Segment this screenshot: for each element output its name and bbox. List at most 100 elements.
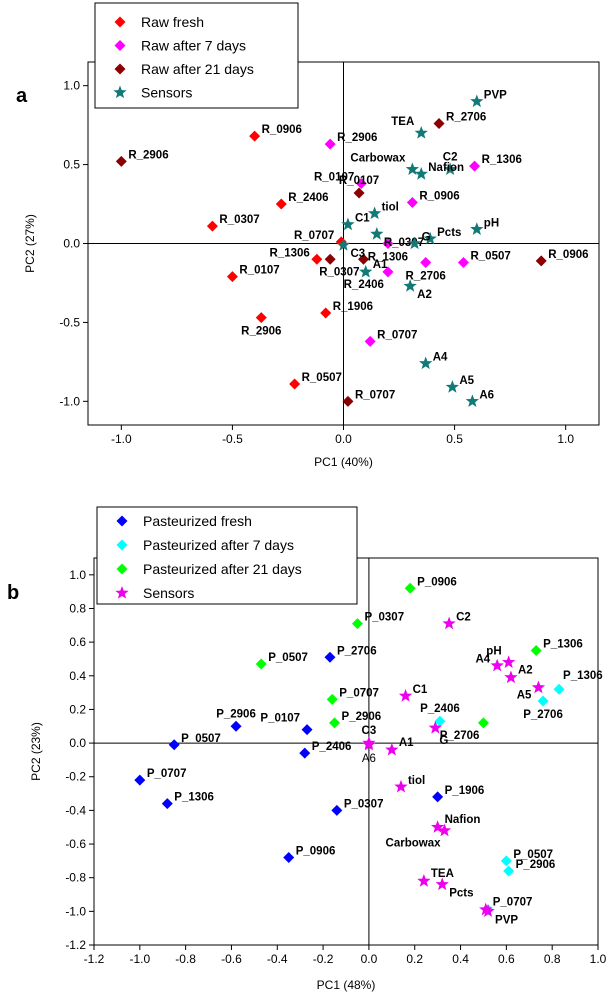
- data-point: [407, 236, 422, 250]
- data-point: [553, 683, 565, 695]
- point-label: P_0707: [493, 897, 533, 909]
- data-point: [437, 823, 452, 837]
- x-tick-label: 0.0: [335, 432, 352, 446]
- point-label: R_0906: [419, 190, 459, 202]
- point-label: R_1306: [270, 247, 310, 259]
- point-label: R_1306: [368, 252, 408, 264]
- point-label: R_1306: [482, 154, 522, 166]
- data-point: [341, 217, 355, 231]
- data-point: [336, 238, 351, 251]
- y-tick-label: 0.6: [69, 635, 86, 649]
- data-point: [405, 162, 420, 175]
- panel-letter: a: [16, 85, 28, 107]
- data-point: [301, 724, 313, 736]
- point-label: R_0707: [294, 230, 334, 242]
- legend: Pasteurized fresh Pasteurized after 7 day…: [96, 506, 358, 605]
- y-tick-label: 0.4: [69, 669, 86, 683]
- y-tick-label: 0.0: [69, 736, 86, 750]
- point-label: R_0107: [314, 172, 354, 184]
- point-label: R_0107: [239, 265, 279, 277]
- point-label: P_2706: [440, 730, 480, 742]
- point-label: P_0307: [344, 798, 384, 810]
- data-point: [530, 645, 542, 657]
- point-label: tiol: [382, 202, 399, 214]
- point-label: P_2706: [337, 645, 377, 657]
- y-tick-label: 0.8: [69, 601, 86, 615]
- legend-marker: [114, 16, 126, 28]
- point-label: pH: [486, 645, 501, 657]
- y-tick-label: 1.0: [63, 79, 80, 93]
- point-label: A2: [417, 289, 432, 301]
- point-label: R_2906: [241, 326, 281, 338]
- data-point: [428, 720, 442, 734]
- data-point: [419, 356, 433, 370]
- point-label: R_0307: [219, 214, 259, 226]
- data-point: [414, 126, 428, 139]
- legend-marker: [115, 586, 129, 599]
- data-point: [470, 94, 484, 108]
- data-point: [320, 307, 332, 319]
- data-point: [324, 651, 336, 663]
- point-label: P_1306: [174, 792, 214, 804]
- point-label: A1: [399, 737, 414, 749]
- y-tick-label: 0.0: [63, 237, 80, 251]
- data-point: [326, 693, 338, 705]
- point-label: R_2706: [446, 112, 486, 124]
- y-tick-label: -1.2: [65, 938, 86, 952]
- data-point: [283, 852, 295, 864]
- panel-b: -1.2 -1.0 -0.8 -0.6 -0.4 -0.2 0.0 0.2 0.4 0.6 0.8 1…: [29, 557, 607, 992]
- data-point: [535, 255, 547, 267]
- data-point: [470, 222, 484, 235]
- y-axis-title: PC2 (27%): [23, 214, 37, 273]
- x-tick-label: 0.4: [452, 952, 469, 966]
- series-raw-fresh: R_0906 R_2406 R_0307 R_0707 R_1306 R_0107 R_19…: [206, 124, 373, 390]
- point-label: A6: [362, 753, 376, 765]
- point-label: R_0507: [470, 250, 510, 262]
- point-label: PVP: [484, 89, 507, 101]
- point-label: P_0707: [147, 768, 187, 780]
- legend-box: [96, 506, 358, 605]
- data-point: [504, 670, 518, 684]
- point-label: C1: [413, 684, 428, 696]
- data-point: [385, 742, 399, 756]
- point-label: P_1306: [543, 639, 583, 651]
- data-point: [398, 688, 413, 702]
- data-point: [357, 253, 369, 265]
- data-point: [537, 695, 549, 707]
- y-tick-label: -0.6: [65, 837, 86, 851]
- point-label: Carbowax: [350, 152, 406, 164]
- data-point: [435, 877, 449, 891]
- point-label: TEA: [391, 116, 414, 128]
- x-tick-label: 0.5: [446, 432, 463, 446]
- x-tick-label: -1.2: [84, 952, 105, 966]
- data-point: [226, 271, 238, 283]
- data-point: [331, 804, 343, 816]
- x-tick-label: -1.0: [129, 952, 150, 966]
- point-label: A5: [459, 375, 474, 387]
- data-point: [367, 206, 382, 220]
- series-sensors: PVPTEAC2CarbowaxNafiontiolC1R_0307pHPcts…: [336, 89, 507, 407]
- data-point: [342, 395, 354, 407]
- data-point: [414, 167, 428, 180]
- point-label: A2: [518, 664, 533, 676]
- data-point: [275, 198, 287, 210]
- point-label: P_2906: [516, 859, 556, 871]
- x-tick-label: 1.0: [557, 432, 574, 446]
- x-tick-label: -1.0: [111, 432, 132, 446]
- series-raw-after-21-days: R_2906 R_2706 R_0107 R_0307 R_0906 R_0707: [115, 112, 589, 407]
- point-label: R_2906: [337, 132, 377, 144]
- data-point: [433, 118, 445, 130]
- y-tick-label: -0.8: [65, 871, 86, 885]
- point-label: tiol: [408, 775, 425, 787]
- point-label: G: [422, 232, 431, 244]
- point-label: P_1306: [563, 670, 603, 682]
- data-point: [445, 380, 460, 393]
- data-point: [432, 791, 444, 803]
- x-tick-label: 0.6: [498, 952, 515, 966]
- point-label: P_2406: [312, 741, 352, 753]
- y-tick-label: -0.4: [65, 803, 86, 817]
- point-label: R_0707: [377, 329, 417, 341]
- data-point: [394, 779, 408, 793]
